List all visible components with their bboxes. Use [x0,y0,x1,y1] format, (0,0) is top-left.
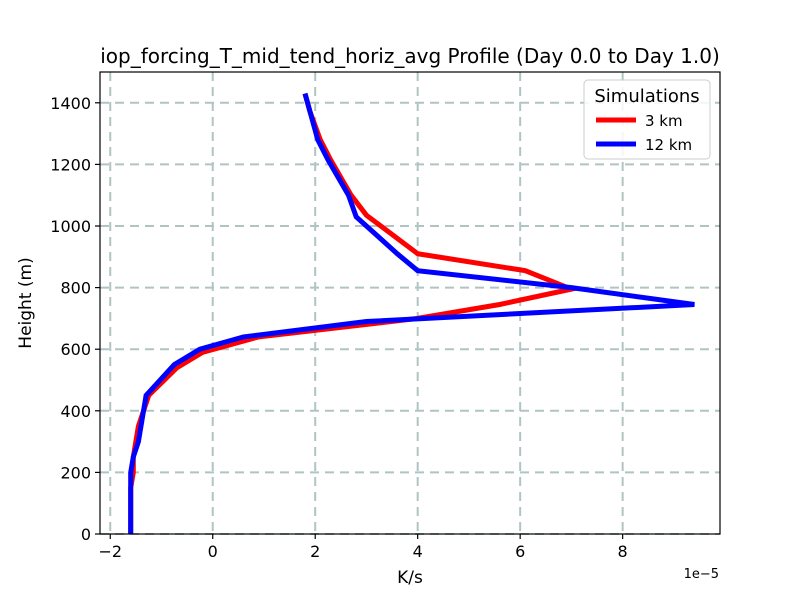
y-tick-label: 800 [60,279,91,298]
x-tick-label: 0 [208,542,218,561]
legend-label-3km: 3 km [645,112,683,130]
y-tick-label: 600 [60,340,91,359]
x-tick-label: 6 [515,542,525,561]
y-tick-label: 1400 [50,94,91,113]
x-tick-label: 8 [618,542,628,561]
series-line-12km [128,92,695,534]
y-tick-label: 400 [60,402,91,421]
plot-frame [99,71,721,535]
y-tick-label: 0 [81,525,91,544]
y-tick-label: 1200 [50,155,91,174]
y-tick-label: 1000 [50,217,91,236]
series-layer [128,92,695,534]
legend-label-12km: 12 km [645,136,692,154]
y-axis-label: Height (m) [16,257,36,348]
y-axis: 0 200 400 600 800 1000 1200 1400 [50,94,100,544]
legend: Simulations 3 km 12 km [583,79,711,160]
legend-title: Simulations [594,86,699,107]
x-axis: −2 0 2 4 6 8 [98,534,628,561]
x-tick-label: −2 [98,542,122,561]
x-tick-label: 2 [310,542,320,561]
y-tick-label: 200 [60,463,91,482]
x-tick-label: 4 [413,542,423,561]
legend-box [583,79,711,160]
chart-title: iop_forcing_T_mid_tend_horiz_avg Profile… [100,44,720,68]
x-axis-label: K/s [397,568,423,588]
x-axis-offset-label: 1e−5 [684,567,719,582]
